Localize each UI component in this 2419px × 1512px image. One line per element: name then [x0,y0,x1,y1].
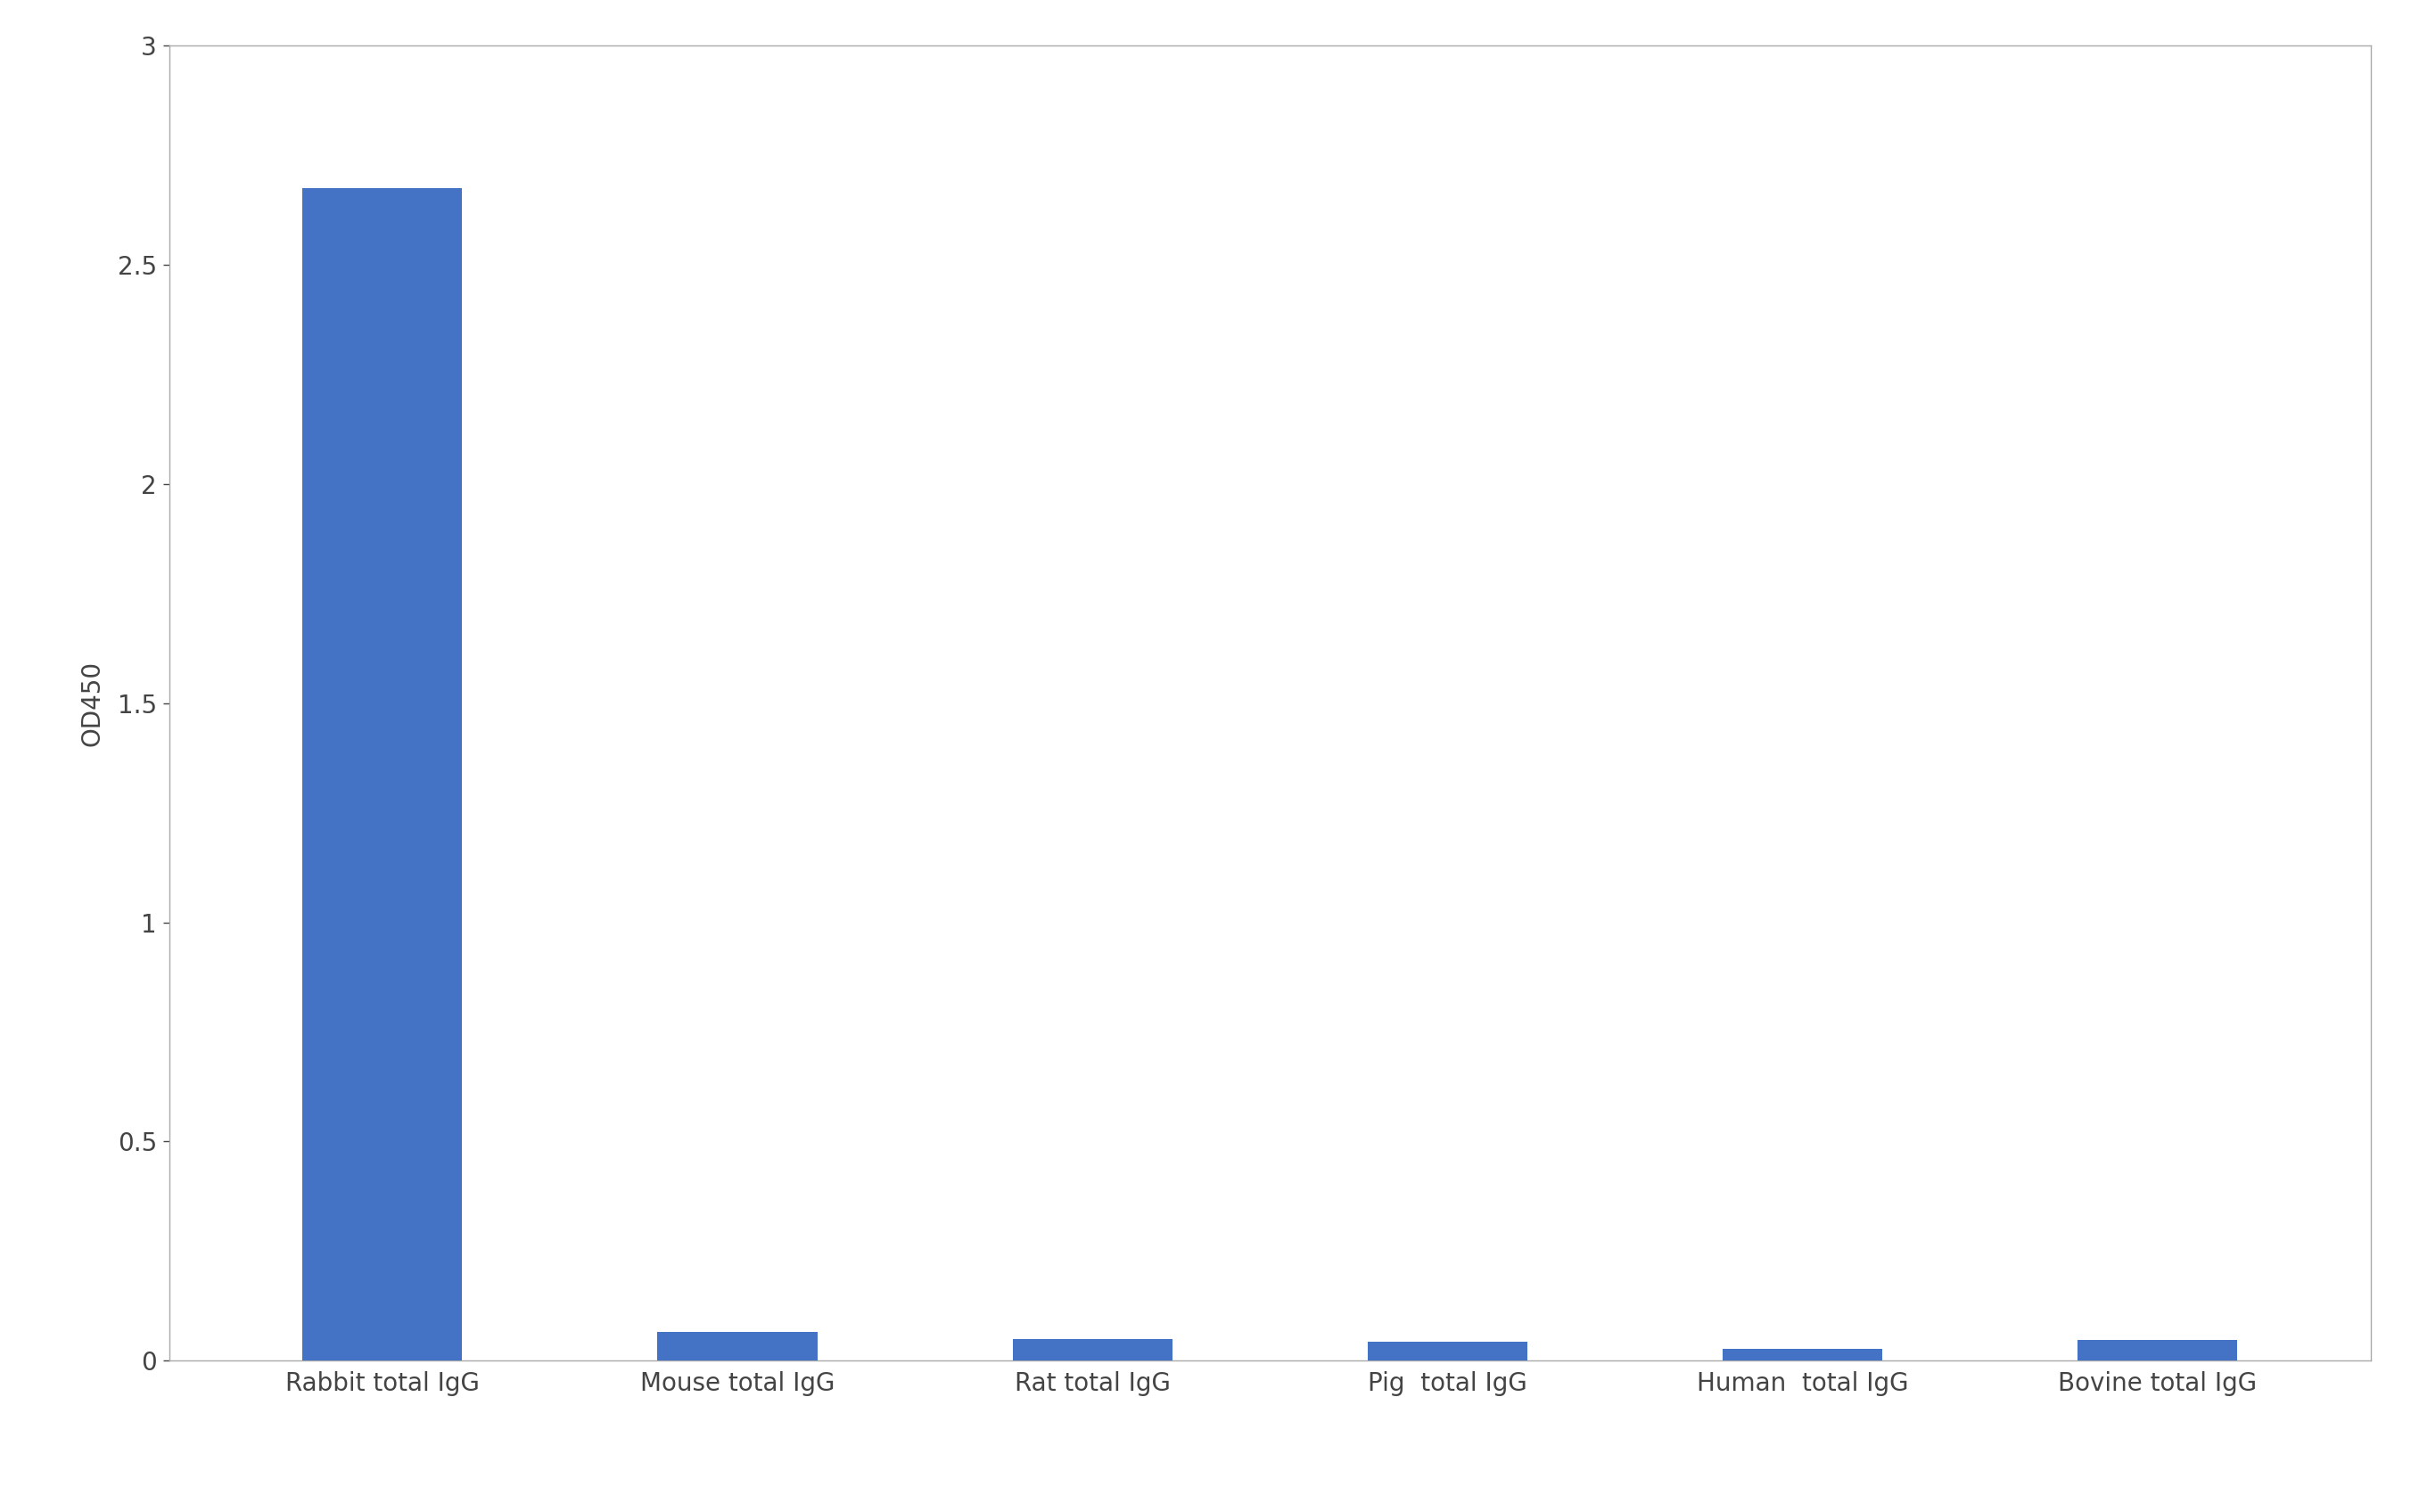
Bar [1722,1349,1882,1361]
Bar [1014,1340,1173,1361]
Bar [658,1332,818,1361]
Bar [302,187,462,1361]
Bar [2078,1340,2238,1361]
Y-axis label: OD450: OD450 [80,661,104,745]
Bar [1367,1341,1526,1361]
